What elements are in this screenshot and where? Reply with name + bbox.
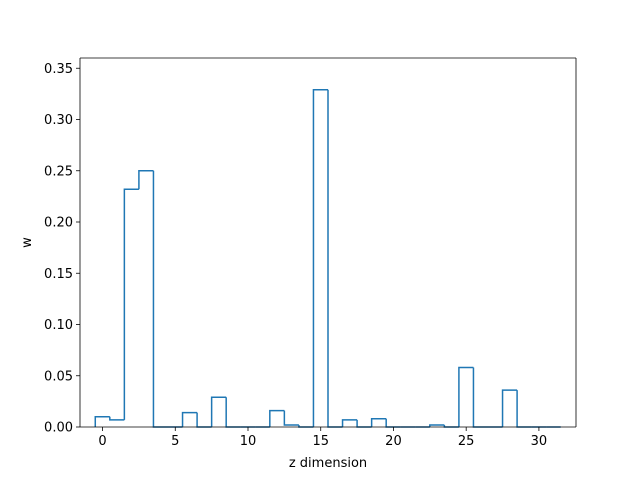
step-bin	[138, 170, 154, 190]
step-bin	[429, 424, 445, 427]
step-bin	[269, 409, 285, 427]
y-tick-label: 0.15	[44, 267, 73, 282]
y-tick-label: 0.25	[44, 164, 73, 179]
x-tick-label: 0	[98, 434, 106, 449]
y-tick-label: 0.30	[44, 113, 73, 128]
y-tick-label: 0.05	[44, 369, 73, 384]
step-bin	[210, 396, 227, 427]
axes: 0 5 10 15 20 25 30 0.00 0.05 0.10 0.15 0.20 0.25 0.30…	[44, 57, 577, 449]
x-axis-label: z dimension	[289, 456, 367, 471]
x-tick-label: 30	[531, 434, 548, 449]
y-tick-label: 0.00	[44, 421, 73, 436]
x-tick-label: 15	[312, 434, 329, 449]
y-axis-label: w	[20, 237, 35, 248]
step-bin	[501, 389, 518, 427]
y-tick-label: 0.35	[44, 62, 73, 77]
x-tick-label: 10	[240, 434, 257, 449]
step-bin	[458, 366, 474, 427]
step-bin	[312, 89, 328, 427]
step-bin	[109, 416, 125, 421]
x-tick-label: 25	[458, 434, 475, 449]
step-bin	[123, 188, 139, 420]
step-bin	[341, 419, 358, 427]
step-bin	[370, 418, 387, 427]
y-tick-label: 0.20	[44, 216, 73, 231]
step-bin	[283, 410, 299, 426]
step-bin	[94, 416, 110, 427]
x-tick-label: 5	[171, 434, 179, 449]
x-tick-label: 20	[385, 434, 402, 449]
step-bin	[181, 411, 198, 427]
y-tick-label: 0.10	[44, 318, 73, 333]
